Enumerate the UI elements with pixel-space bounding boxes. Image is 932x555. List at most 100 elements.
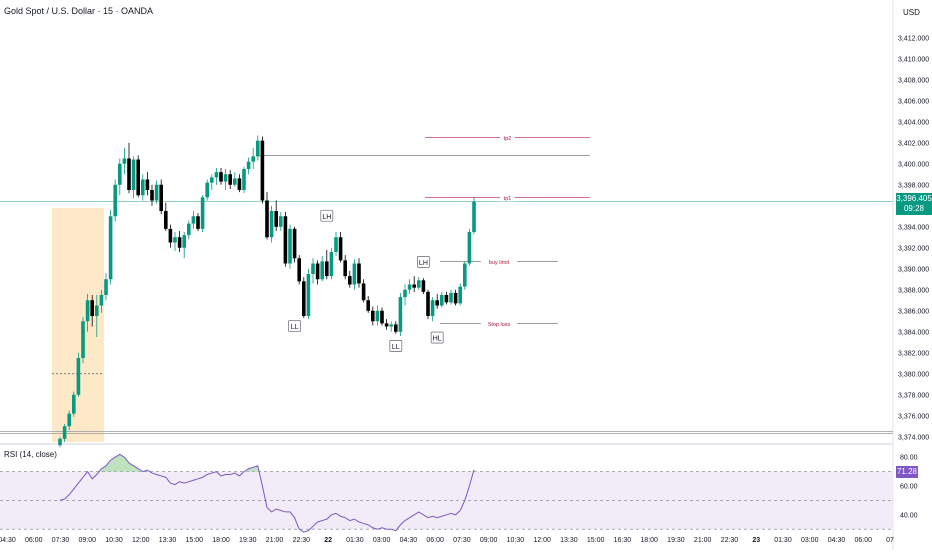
time-tick-label: 15:00	[186, 537, 204, 544]
time-tick-label: 01:30	[774, 537, 792, 544]
candle-body	[463, 263, 467, 287]
candle-body	[458, 286, 462, 304]
candle-body	[76, 358, 81, 395]
swing-label-box	[288, 320, 302, 332]
currency-label: USD	[903, 8, 920, 17]
time-tick-label: 03:00	[801, 537, 819, 544]
time-tick-label: 18:00	[640, 537, 658, 544]
candle-body	[210, 177, 214, 183]
price-tick-label: 3,386.000	[898, 308, 929, 315]
time-tick-label: 23	[752, 537, 760, 544]
time-tick-label: 22:30	[293, 537, 311, 544]
candle-body	[269, 211, 274, 238]
level-label: buy limit	[489, 260, 510, 266]
candle-body	[95, 305, 99, 316]
candle-body	[260, 140, 265, 201]
price-tick-label: 3,378.000	[898, 392, 929, 399]
time-tick-label: 12:00	[533, 537, 551, 544]
price-tick-label: 3,400.000	[898, 161, 929, 168]
level-label-bg	[480, 319, 518, 328]
time-tick-label: 07:30	[52, 537, 70, 544]
rsi-tick-label: 60.00	[900, 484, 918, 491]
time-tick-label: 22:30	[721, 537, 739, 544]
candle-body	[62, 426, 67, 439]
candle-body	[219, 172, 223, 182]
candle-body	[141, 179, 145, 196]
candle-body	[187, 223, 191, 236]
candle-body	[196, 216, 200, 229]
rsi-legend-label: RSI (14, close)	[4, 450, 57, 459]
time-tick-label: 10:30	[105, 537, 123, 544]
candle-body	[403, 289, 407, 298]
candle-body	[223, 174, 228, 182]
candle-body	[214, 172, 219, 178]
level-label: Stop loss	[488, 322, 511, 328]
time-tick-label: 09:00	[480, 537, 498, 544]
candle-body	[407, 284, 412, 290]
candle-body	[279, 216, 283, 227]
highlight-zone	[52, 207, 104, 442]
swing-label-box	[416, 256, 430, 268]
candle-body	[444, 295, 449, 303]
price-tick-label: 3,384.000	[898, 329, 929, 336]
candle-body	[394, 324, 398, 332]
time-tick-label: 15:00	[587, 537, 605, 544]
swing-label-box	[320, 209, 334, 222]
candle-body	[417, 280, 421, 288]
price-tick-label: 3,382.000	[898, 350, 929, 357]
time-tick-label: 04:30	[0, 537, 16, 544]
candle-body	[136, 159, 140, 196]
candle-body	[90, 300, 94, 316]
candle-body	[302, 281, 306, 316]
time-tick-label: 18:00	[212, 537, 230, 544]
price-tick-label: 3,388.000	[898, 287, 929, 294]
candle-body	[205, 182, 209, 198]
candle-body	[421, 280, 426, 292]
candle-body	[228, 174, 232, 185]
candle-body	[288, 228, 292, 264]
candle-body	[435, 300, 439, 306]
price-tick-label: 3,404.000	[898, 119, 929, 126]
candle-body	[348, 276, 352, 285]
time-tick-label: 13:30	[560, 537, 578, 544]
price-tick-label: 3,408.000	[898, 77, 929, 84]
candle-body	[85, 300, 90, 322]
candle-body	[398, 297, 403, 332]
candle-body	[361, 283, 366, 301]
price-tick-label: 3,394.000	[898, 224, 929, 231]
swing-label: LL	[392, 344, 400, 351]
time-tick-label: 06:00	[25, 537, 43, 544]
candle-body	[292, 228, 297, 259]
candle-body	[311, 263, 315, 274]
candle-body	[430, 300, 435, 316]
swing-label: LL	[291, 324, 299, 331]
price-tick-label: 3,402.000	[898, 140, 929, 147]
time-tick-label: 07:30	[453, 537, 471, 544]
candle-body	[99, 295, 104, 306]
candle-body	[283, 216, 288, 264]
price-tick-label: 3,380.000	[898, 371, 929, 378]
time-tick-label: 19:30	[667, 537, 685, 544]
time-tick-label: 06:00	[426, 537, 444, 544]
price-tick-label: 3,398.000	[898, 182, 929, 189]
candle-body	[366, 300, 370, 311]
candle-body	[164, 211, 168, 229]
level-label-bg	[500, 133, 515, 142]
chart-title: Gold Spot / U.S. Dollar · 15 · OANDA	[4, 6, 154, 16]
price-tick-label: 3,376.000	[898, 413, 929, 420]
candle-body	[81, 321, 85, 358]
candle-body	[352, 263, 357, 285]
candle-body	[237, 178, 242, 190]
candle-body	[72, 394, 76, 414]
swing-label-box	[389, 340, 403, 352]
candle-body	[108, 216, 113, 280]
candle-body	[338, 237, 343, 261]
candle-body	[320, 261, 324, 280]
rsi-tick-label: 40.00	[900, 512, 918, 519]
candle-body	[440, 295, 444, 306]
time-tick-label: 21:00	[266, 537, 284, 544]
swing-label: LH	[322, 214, 331, 221]
swing-label: HL	[433, 336, 442, 343]
